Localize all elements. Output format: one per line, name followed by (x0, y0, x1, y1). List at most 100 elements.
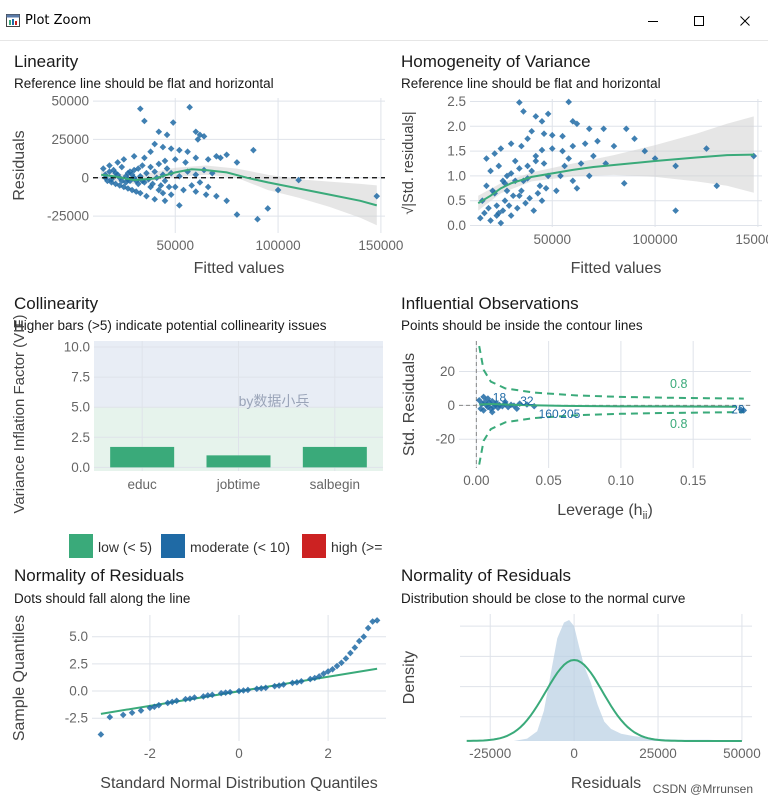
homogeneity-point (672, 207, 679, 214)
qq-point (217, 689, 225, 697)
legend-key-0 (69, 534, 93, 558)
linearity-point (171, 183, 179, 191)
linearity-point (155, 160, 163, 168)
density-xtick-label: 0 (570, 746, 578, 761)
homogeneity-point (536, 182, 544, 190)
qq-point (351, 644, 359, 651)
influential-xtick-label: 0.15 (680, 473, 706, 488)
vif-category-label: educ (128, 477, 158, 492)
linearity-point (264, 205, 272, 212)
qq-point (329, 666, 336, 673)
linearity-point (130, 166, 138, 174)
vif-category-label: jobtime (216, 477, 261, 492)
linearity-xtick-label: 50000 (156, 238, 194, 253)
linearity-point (274, 186, 282, 194)
linearity-panel-bg (93, 98, 385, 233)
qq-point (208, 691, 216, 699)
linearity-point (151, 195, 158, 203)
linearity-point (124, 169, 132, 177)
qq-point (191, 694, 198, 701)
homogeneity-point (553, 187, 560, 195)
contour-label: 0.8 (670, 377, 687, 391)
contour-label: 0.8 (670, 417, 687, 431)
close-button[interactable] (722, 6, 768, 36)
qq-point (240, 687, 247, 694)
homogeneity-point (530, 207, 538, 214)
homogeneity-point (703, 145, 710, 152)
linearity-point (139, 162, 146, 169)
linearity-point (196, 131, 204, 139)
qq-point (151, 703, 158, 711)
linearity-point (112, 169, 119, 177)
linearity-point (233, 211, 241, 218)
minimize-button[interactable] (630, 6, 676, 36)
linearity-point (155, 128, 163, 136)
homogeneity-point (569, 118, 577, 125)
collinearity-title: Collinearity (14, 294, 99, 313)
linearity-point (118, 177, 126, 185)
qq-ytick-label: 0.0 (69, 684, 88, 699)
qq-point (164, 699, 172, 707)
homogeneity-ylabel: √|Std. residuals| (401, 111, 417, 214)
homogeneity-point (476, 214, 484, 222)
influential-smooth-line (479, 402, 737, 408)
window-title: Plot Zoom (25, 13, 92, 28)
homogeneity-point (538, 146, 546, 154)
linearity-point (176, 146, 183, 154)
linearity-point (126, 168, 134, 175)
linearity-point (165, 183, 173, 191)
density-ylabel: Density (401, 651, 418, 704)
linearity-point (147, 163, 154, 171)
linearity-point (132, 188, 140, 195)
qq-point (119, 711, 127, 719)
qq-point (347, 649, 354, 657)
linearity-point (114, 159, 121, 166)
collinearity-ytick-label: 10.0 (64, 340, 90, 355)
density-panel-bg (460, 614, 752, 741)
homogeneity-point (538, 118, 546, 125)
linearity-point (128, 186, 136, 194)
linearity-point (176, 202, 183, 209)
qq-xtick-label: -2 (144, 746, 156, 761)
qq-ytick-label: -2.5 (65, 711, 88, 726)
linearity-point (106, 162, 113, 169)
homogeneity-point (641, 147, 649, 155)
qq-point (275, 682, 283, 689)
linearity-point (184, 148, 191, 155)
homogeneity-point (495, 162, 503, 170)
qq-point (280, 681, 287, 688)
linearity-point (186, 103, 193, 111)
collinearity-ytick-label: 0.0 (71, 460, 90, 475)
influential-point (504, 403, 512, 411)
check-model-plots: Linearity Reference line should be flat a… (11, 52, 768, 796)
panel-qq: Normality of Residuals Dots should fall a… (11, 566, 386, 792)
linearity-ytick-label: -25000 (47, 209, 89, 224)
linearity-point (167, 145, 175, 152)
influential-title: Influential Observations (401, 294, 579, 313)
influential-xlabel-close: ) (647, 502, 652, 519)
homogeneity-point (528, 127, 535, 135)
linearity-point (192, 188, 200, 195)
linearity-point (188, 182, 196, 189)
panel-homogeneity: Homogeneity of Variance Reference line sh… (401, 52, 768, 277)
homogeneity-ytick-label: 0.0 (447, 218, 466, 233)
qq-point (244, 686, 252, 694)
homogeneity-ytick-label: 1.5 (447, 144, 466, 159)
homogeneity-point (507, 170, 515, 177)
linearity-point (128, 171, 136, 179)
legend-key-2 (302, 534, 326, 558)
qq-point (137, 707, 145, 714)
homogeneity-point (487, 217, 494, 224)
qq-point (373, 617, 381, 624)
qq-point (204, 692, 212, 699)
legend-label-0: low (< 5) (98, 539, 152, 555)
homogeneity-point (528, 167, 535, 175)
influential-ytick-label: 20 (440, 364, 455, 379)
maximize-button[interactable] (676, 6, 722, 36)
collinearity-ytick-label: 2.5 (71, 430, 90, 445)
influential-xtick-label: 0.05 (535, 473, 561, 488)
homogeneity-point (559, 147, 566, 155)
qq-point (182, 695, 189, 703)
homogeneity-point (534, 189, 542, 197)
homogeneity-point (750, 152, 758, 160)
